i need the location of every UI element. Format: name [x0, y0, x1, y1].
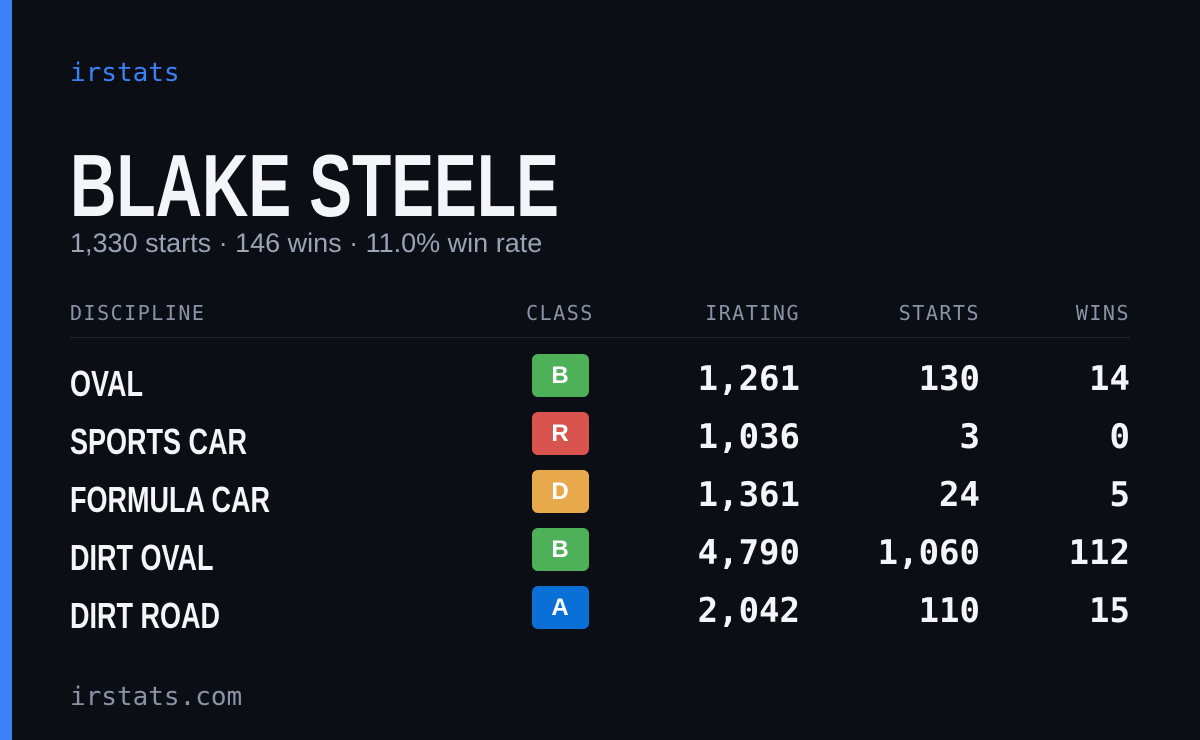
class-badge: R	[531, 412, 589, 455]
column-header: CLASS	[526, 301, 594, 325]
stat-wins: 0	[1109, 417, 1130, 457]
stat-irating: 2,042	[697, 591, 800, 631]
stat-irating: 1,261	[697, 359, 800, 399]
stat-starts: 24	[939, 475, 980, 515]
footer: irstats.com	[70, 682, 243, 712]
stat-irating: 4,790	[697, 533, 800, 573]
column-header: WINS	[1075, 301, 1130, 325]
class-badge: D	[531, 470, 589, 513]
discipline: FORMULA CAR	[70, 479, 270, 520]
header-rule	[70, 337, 1130, 338]
discipline: OVAL	[70, 363, 144, 404]
class-badge: B	[531, 528, 589, 571]
accent-strip	[0, 0, 12, 740]
stat-irating: 1,361	[697, 475, 800, 515]
stat-wins: 112	[1068, 533, 1130, 573]
discipline: DIRT OVAL	[70, 537, 214, 578]
stat-wins: 15	[1089, 591, 1130, 631]
stat-starts: 110	[918, 591, 980, 631]
stat-starts: 130	[918, 359, 980, 399]
column-header: STARTS	[898, 301, 980, 325]
stat-irating: 1,036	[697, 417, 800, 457]
stat-wins: 5	[1109, 475, 1130, 515]
stat-starts: 3	[959, 417, 980, 457]
summary: 1,330 starts · 146 wins · 11.0% win rate	[70, 228, 543, 258]
column-header: IRATING	[705, 301, 800, 325]
class-badge: A	[531, 586, 589, 629]
driver-name: BLAKE STEELE	[70, 136, 559, 235]
brand: irstats	[70, 58, 180, 88]
discipline: SPORTS CAR	[70, 421, 248, 462]
stat-wins: 14	[1089, 359, 1130, 399]
class-badge: B	[531, 354, 589, 397]
stat-starts: 1,060	[877, 533, 980, 573]
column-header: DISCIPLINE	[70, 301, 206, 325]
discipline: DIRT ROAD	[70, 595, 220, 636]
